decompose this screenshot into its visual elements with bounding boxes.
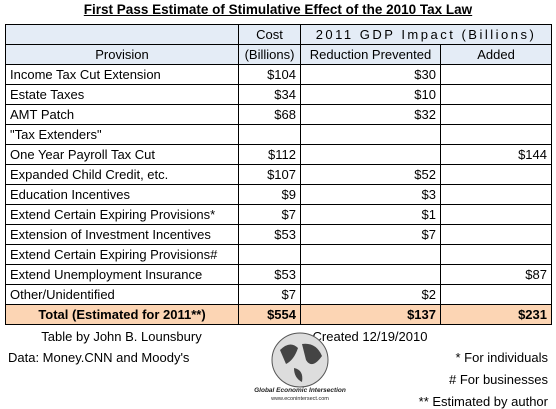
cell xyxy=(238,244,301,265)
cell xyxy=(300,244,441,265)
cell: $7 xyxy=(238,284,301,305)
cell: $34 xyxy=(238,84,301,105)
cell: $7 xyxy=(300,224,441,245)
created: Created 12/19/2010 xyxy=(312,329,428,344)
cell xyxy=(440,184,552,205)
cell: Other/Unidentified xyxy=(5,284,239,305)
row: Expanded Child Credit, etc. $107 $52 xyxy=(5,164,552,185)
logo-name: Global Economic Intersection xyxy=(254,387,346,394)
cell: $137 xyxy=(300,304,441,325)
cell: $68 xyxy=(238,104,301,125)
cell: 2011 GDP Impact (Billions) xyxy=(300,24,552,45)
cell: Total (Estimated for 2011**) xyxy=(5,304,239,325)
row: "Tax Extenders" xyxy=(5,124,552,145)
cell: Estate Taxes xyxy=(5,84,239,105)
cell: $87 xyxy=(440,264,552,285)
cell: Extend Unemployment Insurance xyxy=(5,264,239,285)
cell: Extend Certain Expiring Provisions* xyxy=(5,204,239,225)
author: Table by John B. Lounsbury xyxy=(41,329,202,344)
cell: Expanded Child Credit, etc. xyxy=(5,164,239,185)
cell: $1 xyxy=(300,204,441,225)
cell: Added xyxy=(440,44,552,65)
cell: $144 xyxy=(440,144,552,165)
cell xyxy=(440,124,552,145)
cell: Reduction Prevented xyxy=(300,44,441,65)
cell: One Year Payroll Tax Cut xyxy=(5,144,239,165)
cell: $554 xyxy=(238,304,301,325)
continents xyxy=(280,343,322,382)
row: Extension of Investment Incentives $53 $7 xyxy=(5,224,552,245)
note: # For businesses xyxy=(449,372,548,387)
header-row: Provision (Billions) Reduction Prevented… xyxy=(5,44,552,65)
cell: "Tax Extenders" xyxy=(5,124,239,145)
cell: $7 xyxy=(238,204,301,225)
cell: $2 xyxy=(300,284,441,305)
cell xyxy=(440,104,552,125)
note: * For individuals xyxy=(455,350,549,365)
cell: $32 xyxy=(300,104,441,125)
cell: $231 xyxy=(440,304,552,325)
row: Income Tax Cut Extension $104 $30 xyxy=(5,64,552,85)
row: Extend Unemployment Insurance $53 $87 xyxy=(5,264,552,285)
cell: Extension of Investment Incentives xyxy=(5,224,239,245)
cell xyxy=(238,124,301,145)
cell: $3 xyxy=(300,184,441,205)
cell xyxy=(5,24,239,45)
cell: Income Tax Cut Extension xyxy=(5,64,239,85)
title: First Pass Estimate of Stimulative Effec… xyxy=(83,2,473,17)
note: ** Estimated by author xyxy=(418,394,548,409)
cell: Education Incentives xyxy=(5,184,239,205)
cell xyxy=(300,264,441,285)
cell: AMT Patch xyxy=(5,104,239,125)
row: Extend Certain Expiring Provisions* $7 $1 xyxy=(5,204,552,225)
cell xyxy=(440,204,552,225)
row: Extend Certain Expiring Provisions# xyxy=(5,244,552,265)
source: Data: Money.CNN and Moody's xyxy=(8,350,190,365)
cell xyxy=(440,164,552,185)
cell: $52 xyxy=(300,164,441,185)
cell xyxy=(440,224,552,245)
cell: $112 xyxy=(238,144,301,165)
logo-url: www.econintersect.com xyxy=(270,396,329,402)
cell xyxy=(440,244,552,265)
cell: $104 xyxy=(238,64,301,85)
cell: Cost xyxy=(238,24,301,45)
cell: (Billions) xyxy=(238,44,301,65)
cell: $9 xyxy=(238,184,301,205)
cell: Extend Certain Expiring Provisions# xyxy=(5,244,239,265)
cell xyxy=(440,284,552,305)
cell: $53 xyxy=(238,264,301,285)
cell: $10 xyxy=(300,84,441,105)
row: One Year Payroll Tax Cut $112 $144 xyxy=(5,144,552,165)
cell xyxy=(300,124,441,145)
header-row: Cost 2011 GDP Impact (Billions) xyxy=(5,24,552,45)
row: Education Incentives $9 $3 xyxy=(5,184,552,205)
row: Estate Taxes $34 $10 xyxy=(5,84,552,105)
cell xyxy=(440,84,552,105)
cell: $107 xyxy=(238,164,301,185)
cell: $30 xyxy=(300,64,441,85)
total-row: Total (Estimated for 2011**) $554 $137 $231 xyxy=(5,304,552,325)
row: AMT Patch $68 $32 xyxy=(5,104,552,125)
logo: Global Economic Intersection www.econint… xyxy=(254,332,346,402)
cell: $53 xyxy=(238,224,301,245)
cell: Provision xyxy=(5,44,239,65)
cell xyxy=(440,64,552,85)
cell xyxy=(300,144,441,165)
table: Cost 2011 GDP Impact (Billions) Provisio… xyxy=(5,24,552,325)
row: Other/Unidentified $7 $2 xyxy=(5,284,552,305)
